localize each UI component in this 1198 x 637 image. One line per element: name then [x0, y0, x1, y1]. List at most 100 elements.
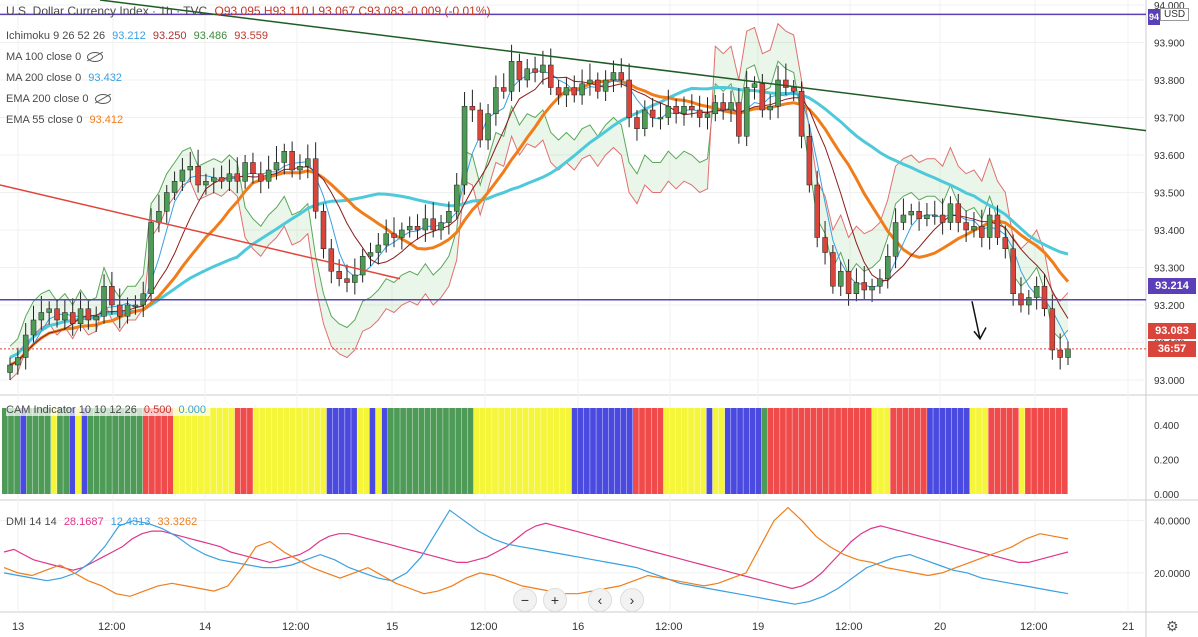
- x-tick-label: 21: [1122, 621, 1134, 633]
- scroll-left-button[interactable]: ‹: [588, 588, 612, 612]
- candle-body: [430, 218, 436, 231]
- candle-body: [979, 226, 985, 238]
- cam-bar: [296, 408, 302, 494]
- legend-ichimoku[interactable]: Ichimoku 9 26 52 26 93.212 93.250 93.486…: [6, 30, 268, 42]
- x-tick-label: 20: [934, 621, 946, 633]
- cam-bar: [871, 408, 878, 494]
- legend-ema55[interactable]: EMA 55 close 0 93.412: [6, 114, 124, 126]
- x-tick-label: 12:00: [835, 621, 863, 633]
- cam-bar: [706, 408, 713, 494]
- cam-bar: [577, 408, 584, 494]
- candle-body: [736, 102, 742, 137]
- cam-bar: [633, 408, 639, 494]
- candle-body: [250, 162, 256, 174]
- cam-bar: [2, 408, 8, 494]
- candle-body: [179, 169, 186, 182]
- candle-body: [336, 271, 342, 279]
- candle-body: [877, 278, 883, 287]
- cam-bar: [204, 408, 210, 494]
- x-tick-label: 12:00: [655, 621, 683, 633]
- candle-body: [461, 106, 468, 186]
- candle-body: [845, 271, 852, 294]
- legend-ema200[interactable]: EMA 200 close 0: [6, 93, 115, 105]
- cam-bar: [596, 408, 602, 494]
- cam-bar: [443, 408, 449, 494]
- zoom-out-button[interactable]: −: [513, 588, 537, 612]
- cam-bar: [516, 408, 523, 494]
- candle-body: [328, 248, 335, 272]
- candle-body: [469, 106, 476, 111]
- gear-icon[interactable]: ⚙: [1166, 618, 1179, 634]
- candle-body: [971, 226, 977, 231]
- cam-bar: [234, 408, 241, 494]
- cam-bar: [669, 408, 676, 494]
- cam-bar: [320, 408, 327, 494]
- cam-bar: [510, 408, 517, 494]
- hidden-eye-icon[interactable]: [87, 52, 104, 63]
- cam-bar: [969, 408, 976, 494]
- cam-bar: [1031, 408, 1037, 494]
- cam-bars: [2, 408, 1068, 494]
- cam-bar: [479, 408, 486, 494]
- legend-ma100[interactable]: MA 100 close 0: [6, 51, 107, 63]
- cam-bar: [694, 408, 701, 494]
- candle-body: [148, 222, 154, 294]
- candle-body: [587, 79, 593, 84]
- scroll-right-button[interactable]: ›: [620, 588, 644, 612]
- currency-badge[interactable]: USD: [1160, 8, 1190, 21]
- candle-body: [720, 102, 726, 111]
- cam-bar: [106, 408, 112, 494]
- cam-bar: [81, 408, 88, 494]
- candle-body: [218, 177, 225, 182]
- cam-bar: [933, 408, 939, 494]
- cam-bar: [584, 408, 590, 494]
- candle-body: [673, 106, 679, 114]
- kijun-line: [9, 76, 1069, 366]
- candle-body: [438, 222, 444, 231]
- cam-bar: [185, 408, 192, 494]
- hidden-eye-icon[interactable]: [94, 94, 111, 105]
- candle-body: [869, 286, 875, 291]
- cam-bar: [100, 408, 106, 494]
- candle-body: [908, 211, 915, 216]
- cam-bar: [737, 408, 743, 494]
- candles: [7, 44, 1071, 380]
- candle-body: [38, 312, 45, 321]
- cam-bar: [792, 408, 799, 494]
- cam-bar: [179, 408, 186, 494]
- candle-body: [548, 64, 554, 88]
- candle-body: [422, 218, 429, 231]
- candle-body: [955, 203, 962, 223]
- cam-bar: [436, 408, 443, 494]
- candle-body: [900, 214, 907, 223]
- cam-bar: [547, 408, 553, 494]
- candle-body: [516, 61, 523, 81]
- x-tick-label: 12:00: [282, 621, 310, 633]
- candle-body: [853, 282, 860, 294]
- cam-bar: [682, 408, 688, 494]
- cam-bar: [780, 408, 786, 494]
- cam-bar: [914, 408, 921, 494]
- cam-bar: [406, 408, 413, 494]
- candle-body: [399, 229, 405, 238]
- candle-body: [689, 106, 695, 111]
- cam-bar: [357, 408, 364, 494]
- candle-body: [1057, 349, 1063, 358]
- candle-body: [352, 274, 358, 283]
- cam-bar: [332, 408, 339, 494]
- x-tick-label: 14: [199, 621, 211, 633]
- cam-bar: [375, 408, 382, 494]
- legend-dmi[interactable]: DMI 14 14 28.1687 12.4313 33.3262: [6, 516, 198, 528]
- legend-cam[interactable]: CAM Indicator 10 10 12 26 0.500 0.000: [6, 404, 211, 416]
- dmi-y-tick-label: 20.0000: [1154, 569, 1191, 580]
- x-tick-label: 13: [12, 621, 24, 633]
- ma200-line: [9, 85, 1069, 359]
- cam-bar: [743, 408, 750, 494]
- zoom-in-button[interactable]: +: [543, 588, 567, 612]
- candle-body: [62, 312, 68, 321]
- legend-ma200[interactable]: MA 200 close 0 93.432: [6, 72, 122, 84]
- cam-bar: [112, 408, 119, 494]
- candle-body: [93, 316, 99, 321]
- cam-bar: [810, 408, 817, 494]
